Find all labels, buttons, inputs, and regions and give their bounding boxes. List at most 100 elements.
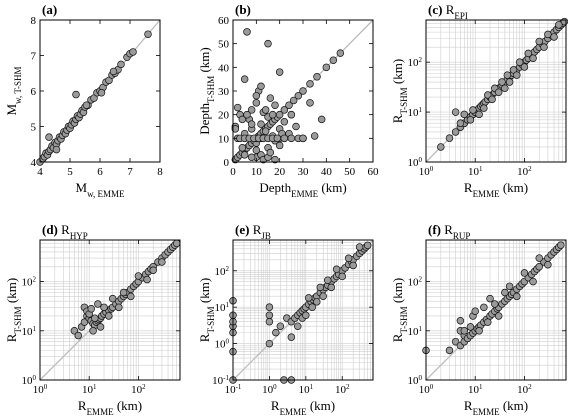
data-point — [520, 63, 529, 71]
data-point — [117, 60, 125, 69]
data-point — [233, 103, 242, 112]
panel-title: (c) REPI — [428, 2, 468, 21]
tick-label-y: 20 — [218, 110, 230, 122]
ticks — [425, 20, 566, 163]
data-point — [327, 283, 336, 292]
data-point — [143, 275, 151, 284]
data-point — [471, 307, 479, 315]
tick-label-x: 10-1 — [225, 383, 242, 396]
tick-label-x: 7 — [127, 166, 133, 178]
tick-label-x: 101 — [468, 165, 483, 178]
data-point — [344, 254, 353, 263]
data-point — [287, 110, 296, 119]
data-point — [306, 80, 314, 88]
data-point — [329, 56, 338, 64]
data-point — [299, 134, 307, 143]
x-axis-label: Mw, EMME — [76, 180, 125, 199]
data-point — [336, 49, 345, 57]
ticks — [232, 240, 373, 381]
x-axis-label: REMME (km) — [464, 180, 528, 199]
data-point — [96, 323, 105, 331]
tick-label-y: 101 — [408, 106, 423, 119]
data-point — [540, 43, 548, 51]
points — [36, 30, 152, 166]
data-point — [87, 305, 95, 313]
data-point — [127, 292, 135, 301]
data-point — [265, 317, 274, 326]
data-point — [302, 311, 310, 320]
points — [231, 28, 345, 164]
data-point — [240, 151, 249, 159]
data-point — [491, 300, 499, 308]
points — [422, 241, 565, 355]
data-point — [238, 144, 247, 152]
data-point — [466, 323, 475, 331]
tick-label-x: 100 — [262, 383, 277, 396]
data-point — [144, 30, 152, 38]
plot-frame — [39, 239, 181, 381]
panel-title: (a) — [42, 2, 57, 17]
data-point — [82, 101, 91, 109]
data-point — [264, 39, 272, 48]
tick-label-y: 10 — [218, 133, 230, 145]
data-point — [91, 314, 99, 322]
data-point — [240, 75, 249, 83]
data-point — [313, 73, 321, 81]
y-axis-label: RT-SHM (km) — [197, 278, 216, 342]
data-point — [338, 272, 346, 281]
data-point — [247, 120, 256, 128]
data-point — [535, 37, 543, 46]
tick-label-y: 4 — [31, 157, 37, 169]
points — [229, 241, 372, 384]
data-point — [266, 94, 275, 102]
ticks — [39, 19, 161, 163]
tick-label-x: 100 — [419, 165, 434, 178]
tick-label-y: 102 — [215, 265, 230, 278]
data-point — [494, 312, 503, 320]
x-axis-label: DepthEMME (km) — [259, 180, 346, 199]
data-point — [466, 116, 475, 124]
data-point — [105, 312, 113, 320]
data-point — [243, 110, 251, 119]
ticks — [232, 19, 374, 163]
data-point — [505, 282, 514, 291]
data-point — [287, 333, 296, 341]
data-point — [488, 95, 496, 104]
data-point — [306, 99, 314, 107]
data-point — [275, 68, 284, 76]
data-point — [501, 288, 509, 297]
data-point — [322, 63, 331, 72]
tick-label-x: 20 — [274, 166, 286, 178]
data-point — [273, 134, 282, 143]
plot-frame — [425, 19, 567, 163]
tick-label-y: 40 — [218, 62, 230, 74]
data-point — [332, 265, 341, 274]
data-point — [129, 48, 137, 56]
panel-e: 10-110-1 100 100 101 101 102 102 (e) RJB REMME (… — [197, 222, 374, 417]
data-point — [544, 30, 552, 39]
tick-label-y: 0 — [224, 157, 230, 169]
points — [70, 239, 181, 340]
data-point — [501, 84, 509, 93]
panel-title: (f) RRUP — [428, 222, 470, 241]
ticks — [425, 240, 566, 381]
y-axis-label: RT-SHM (km) — [4, 278, 23, 342]
data-point — [323, 276, 332, 284]
tick-label-x: 50 — [344, 166, 356, 178]
tick-label-x: 40 — [321, 166, 333, 178]
data-point — [272, 328, 280, 337]
data-point — [535, 263, 543, 271]
data-point — [247, 106, 256, 114]
data-point — [280, 134, 289, 143]
data-point — [266, 148, 275, 157]
tick-label-y: 50 — [218, 39, 230, 51]
data-point — [550, 33, 558, 41]
data-point — [445, 346, 454, 355]
tick-label-y: 7 — [31, 51, 37, 63]
tick-label-x: 102 — [517, 165, 532, 178]
data-point — [503, 71, 512, 79]
tick-label-x: 102 — [517, 383, 532, 396]
data-point — [555, 21, 563, 29]
data-point — [535, 254, 543, 262]
